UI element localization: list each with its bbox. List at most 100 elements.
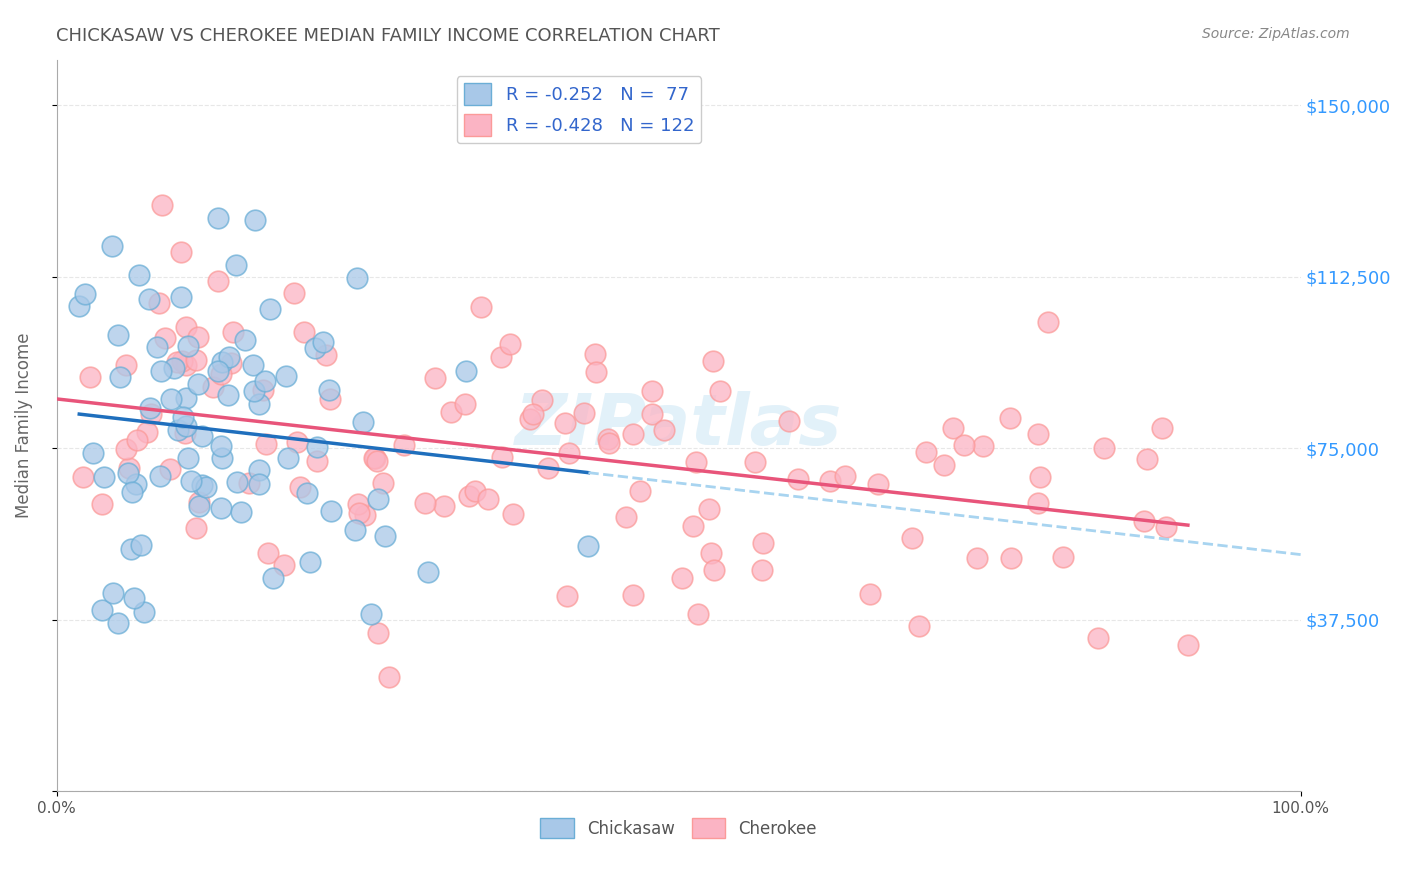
Point xyxy=(177,451,200,466)
Point xyxy=(1087,631,1109,645)
Point xyxy=(209,500,232,515)
Point xyxy=(868,476,890,491)
Point xyxy=(464,484,486,499)
Point xyxy=(188,495,211,509)
Point xyxy=(283,286,305,301)
Point xyxy=(682,518,704,533)
Point xyxy=(343,524,366,538)
Point xyxy=(453,397,475,411)
Point xyxy=(118,461,141,475)
Point xyxy=(135,425,157,439)
Point xyxy=(225,258,247,272)
Point xyxy=(226,475,249,489)
Point xyxy=(160,392,183,406)
Point xyxy=(247,476,270,491)
Point xyxy=(191,478,214,492)
Point xyxy=(1156,520,1178,534)
Point xyxy=(238,476,260,491)
Point xyxy=(1133,514,1156,528)
Point xyxy=(257,546,280,560)
Point xyxy=(697,502,720,516)
Point xyxy=(254,437,277,451)
Point xyxy=(366,453,388,467)
Point xyxy=(621,589,644,603)
Point xyxy=(304,341,326,355)
Point xyxy=(107,616,129,631)
Point xyxy=(211,355,233,369)
Point xyxy=(174,358,197,372)
Point xyxy=(101,239,124,253)
Point xyxy=(363,450,385,465)
Point xyxy=(209,439,232,453)
Point xyxy=(307,454,329,468)
Point xyxy=(72,470,94,484)
Point xyxy=(292,325,315,339)
Point xyxy=(82,446,104,460)
Point xyxy=(253,374,276,388)
Point xyxy=(191,429,214,443)
Point xyxy=(367,626,389,640)
Point xyxy=(418,565,440,579)
Point xyxy=(167,423,190,437)
Point xyxy=(502,508,524,522)
Point xyxy=(349,506,371,520)
Point xyxy=(519,411,541,425)
Point xyxy=(134,605,156,619)
Point xyxy=(703,563,725,577)
Point xyxy=(274,368,297,383)
Point xyxy=(91,497,114,511)
Point xyxy=(125,434,148,448)
Point xyxy=(554,416,576,430)
Point xyxy=(174,418,197,433)
Point xyxy=(1026,426,1049,441)
Point xyxy=(952,437,974,451)
Point xyxy=(108,370,131,384)
Point xyxy=(229,505,252,519)
Point xyxy=(129,538,152,552)
Point xyxy=(640,384,662,399)
Point xyxy=(498,337,520,351)
Point xyxy=(901,531,924,545)
Point xyxy=(163,360,186,375)
Point xyxy=(202,380,225,394)
Point xyxy=(187,500,209,514)
Point xyxy=(242,358,264,372)
Point xyxy=(107,327,129,342)
Point xyxy=(392,438,415,452)
Point xyxy=(148,296,170,310)
Point xyxy=(456,364,478,378)
Point xyxy=(700,546,723,560)
Text: Source: ZipAtlas.com: Source: ZipAtlas.com xyxy=(1202,27,1350,41)
Point xyxy=(786,472,808,486)
Point xyxy=(1092,441,1115,455)
Point xyxy=(1000,550,1022,565)
Point xyxy=(652,423,675,437)
Point xyxy=(245,212,267,227)
Point xyxy=(558,445,581,459)
Point xyxy=(312,335,335,350)
Point xyxy=(318,383,340,397)
Point xyxy=(686,607,709,621)
Point xyxy=(222,325,245,339)
Point xyxy=(207,211,229,225)
Point xyxy=(90,602,112,616)
Point xyxy=(138,292,160,306)
Point xyxy=(115,442,138,457)
Text: ZIPatlas: ZIPatlas xyxy=(515,391,842,460)
Point xyxy=(315,349,337,363)
Point xyxy=(491,450,513,464)
Point xyxy=(374,529,396,543)
Point xyxy=(117,467,139,481)
Point xyxy=(187,377,209,392)
Point xyxy=(371,476,394,491)
Point xyxy=(186,353,208,368)
Point xyxy=(149,364,172,378)
Point xyxy=(103,586,125,600)
Point xyxy=(124,477,146,491)
Point xyxy=(249,397,271,411)
Point xyxy=(145,340,167,354)
Point xyxy=(457,489,479,503)
Point xyxy=(1152,420,1174,434)
Point xyxy=(305,441,328,455)
Point xyxy=(972,438,994,452)
